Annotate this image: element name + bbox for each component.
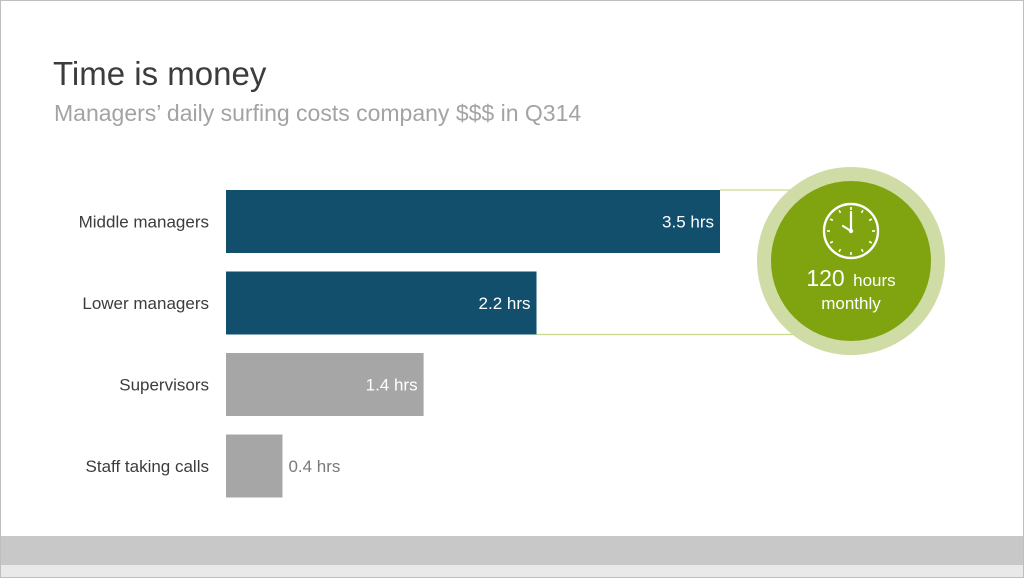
- footer-band: [1, 536, 1023, 565]
- clock-tick: [860, 209, 864, 214]
- bars-group: Middle managers 3.5 hrs Lower managers 2.2 …: [79, 190, 720, 498]
- data-label-0: 3.5 hrs: [662, 213, 714, 232]
- callout-disc: [771, 181, 931, 341]
- clock-tick: [838, 209, 842, 214]
- data-label-1: 2.2 hrs: [479, 294, 531, 313]
- category-label-3: Staff taking calls: [86, 457, 209, 476]
- callout-period: monthly: [821, 294, 881, 313]
- category-label-0: Middle managers: [79, 213, 209, 232]
- bar-2: [226, 353, 424, 416]
- data-label-3: 0.4 hrs: [288, 457, 340, 476]
- page-title: Time is money: [53, 55, 267, 92]
- bar-1: [226, 271, 537, 335]
- page-subtitle: Managers’ daily surfing costs company $$…: [54, 100, 582, 126]
- clock-ticks: [827, 207, 875, 255]
- clock-tick: [860, 248, 864, 253]
- clock-tick: [868, 240, 873, 244]
- category-label-1: Lower managers: [82, 294, 209, 313]
- clock-tick: [829, 218, 834, 222]
- category-label-2: Supervisors: [119, 376, 209, 395]
- clock-tick: [868, 218, 873, 222]
- callout-number: 120: [806, 265, 844, 291]
- footer-band-lower: [1, 565, 1023, 577]
- data-label-2: 1.4 hrs: [366, 376, 418, 395]
- clock-tick: [838, 248, 842, 253]
- bar-0: [226, 190, 720, 253]
- hours-callout: 120 hours monthly: [757, 167, 945, 355]
- clock-tick: [829, 240, 834, 244]
- clock-icon: [822, 202, 880, 260]
- callout-unit: hours: [853, 271, 896, 290]
- callout-value: 120 hours: [806, 265, 895, 291]
- bar-3: [226, 434, 283, 498]
